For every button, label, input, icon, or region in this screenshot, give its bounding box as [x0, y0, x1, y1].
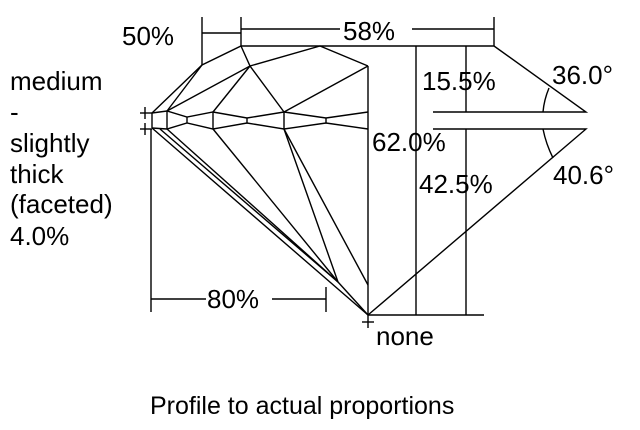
dimension-lines [140, 17, 554, 328]
girdle-label-line: (faceted) [10, 189, 113, 219]
girdle-label-line: 4.0% [10, 221, 69, 251]
girdle-label-line: - [10, 97, 19, 127]
crown-angle-label: 36.0° [552, 60, 613, 90]
pavilion-facets [159, 128, 369, 316]
lower-half-label: 80% [207, 284, 259, 314]
pavilion-depth-label: 42.5% [419, 169, 493, 199]
girdle-label-line: slightly [10, 128, 89, 158]
crown-facets [166, 45, 369, 113]
girdle [151, 110, 369, 130]
culet-label: none [376, 321, 434, 351]
total-depth-label: 62.0% [372, 127, 446, 157]
crown-depth-label: 15.5% [422, 66, 496, 96]
diagram-caption: Profile to actual proportions [150, 392, 454, 420]
diamond-outline [151, 45, 589, 316]
girdle-label-line: medium [10, 66, 102, 96]
crown-height-label: 50% [122, 21, 174, 51]
pavilion-angle-label: 40.6° [553, 160, 614, 190]
girdle-label-line: thick [10, 159, 64, 189]
table-label: 58% [343, 16, 395, 46]
girdle-label: medium - slightly thick (faceted) 4.0% [10, 66, 113, 251]
